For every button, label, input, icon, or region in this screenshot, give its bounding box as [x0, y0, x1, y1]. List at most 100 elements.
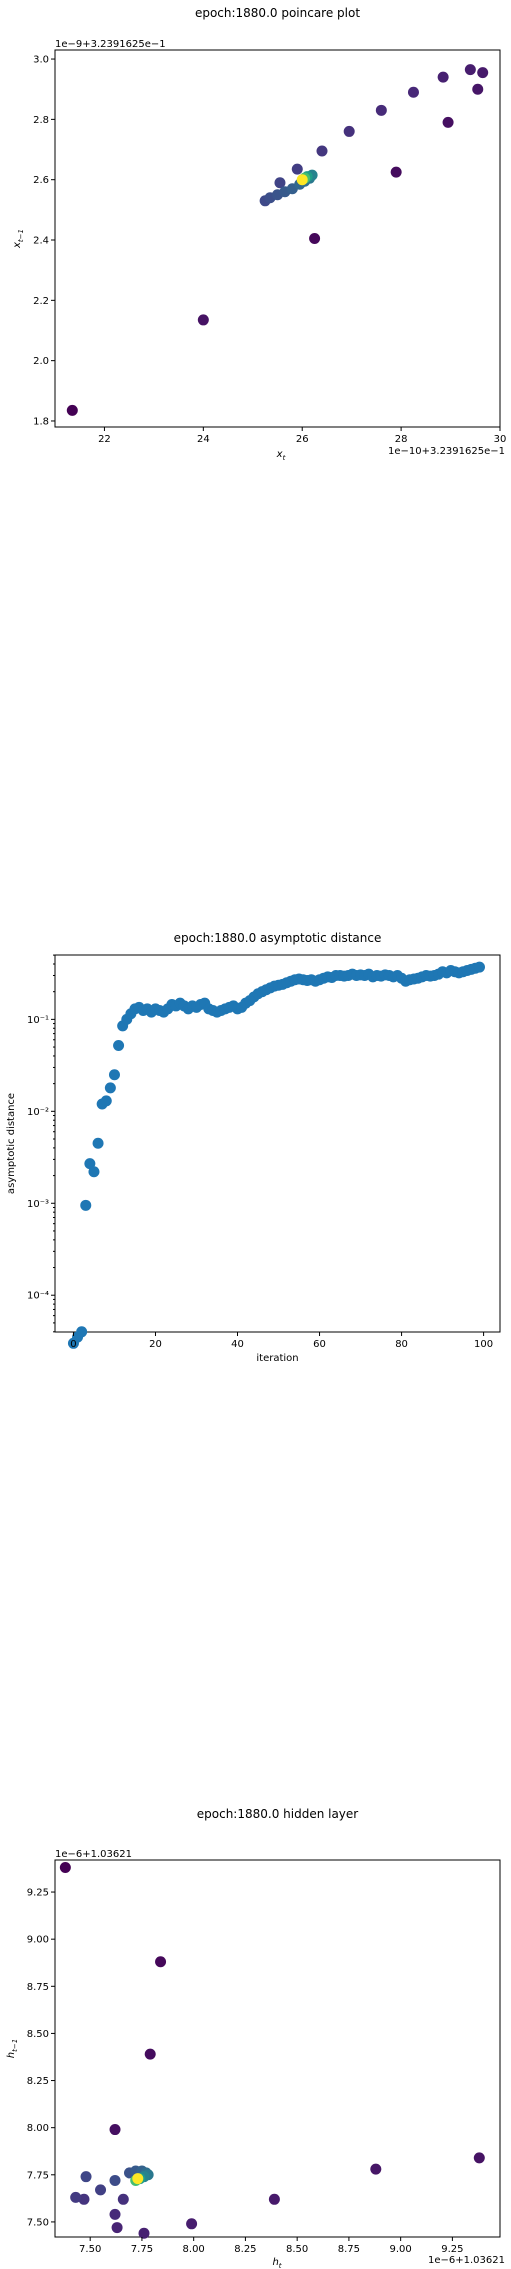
data-point	[59, 1862, 71, 1874]
data-point	[316, 145, 328, 157]
x-tick-label: 80	[395, 1339, 408, 1350]
data-point	[66, 404, 78, 416]
data-point	[88, 1166, 100, 1178]
x-tick-label: 26	[296, 434, 309, 445]
y-tick-label: 9.25	[27, 1888, 49, 1899]
data-point	[472, 83, 484, 95]
y-tick-label: 2.0	[33, 356, 49, 367]
data-point	[464, 64, 476, 76]
x-tick-label: 8.75	[338, 2244, 360, 2255]
data-point	[95, 2184, 107, 2196]
data-point	[92, 1137, 104, 1149]
y-offset-text: 1e−6+1.03621	[55, 1849, 132, 1860]
data-point	[109, 2174, 121, 2186]
x-tick-label: 20	[149, 1339, 162, 1350]
x-tick-label: 30	[494, 434, 507, 445]
y-axis-label: ht−1	[6, 2039, 19, 2058]
chart-title: epoch:1880.0 hidden layer	[197, 1807, 359, 1821]
y-axis-label: asymptotic distance	[6, 1093, 17, 1194]
data-point	[104, 1082, 116, 1094]
plot-frame	[54, 49, 501, 428]
data-point	[78, 2193, 90, 2205]
x-tick-label: 9.25	[441, 2244, 463, 2255]
y-tick-label: 2.2	[33, 296, 49, 307]
data-point	[437, 71, 449, 83]
chart-title: epoch:1880.0 asymptotic distance	[174, 931, 382, 945]
data-point	[296, 174, 308, 186]
poincare-chart: epoch:1880.0 poincare plot 1e−9+3.2391625…	[12, 6, 507, 462]
y-tick-label: 10⁻¹	[27, 1015, 49, 1026]
x-tick-label: 22	[98, 434, 111, 445]
data-point	[375, 104, 387, 116]
data-point	[291, 163, 303, 175]
x-tick-label: 7.75	[131, 2244, 153, 2255]
plot-frame	[54, 954, 501, 1333]
data-point	[70, 2191, 82, 2203]
data-point	[155, 1956, 167, 1968]
x-tick-label: 8.50	[286, 2244, 308, 2255]
x-tick-label: 9.00	[390, 2244, 412, 2255]
data-point	[477, 67, 489, 79]
y-tick-label: 3.0	[33, 55, 49, 66]
data-point	[473, 2152, 485, 2164]
data-point	[113, 1039, 125, 1051]
data-point	[442, 116, 454, 128]
y-tick-label: 8.25	[27, 2076, 49, 2087]
data-point	[84, 1158, 96, 1170]
x-tick-label: 100	[474, 1339, 493, 1350]
y-tick-label: 9.00	[27, 1935, 49, 1946]
data-point	[473, 961, 485, 973]
asymptotic-distance-chart: epoch:1880.0 asymptotic distance 0 20 40 60 8…	[6, 931, 501, 1364]
x-tick-label: 28	[395, 434, 408, 445]
y-tick-label: 2.8	[33, 115, 49, 126]
x-axis-label: iteration	[256, 1353, 298, 1364]
data-point	[268, 2193, 280, 2205]
data-point	[109, 2208, 121, 2220]
x-tick-label: 24	[197, 434, 210, 445]
y-axis-label: xt−1	[12, 229, 25, 249]
y-tick-label: 8.50	[27, 2029, 49, 2040]
data-point	[132, 2173, 144, 2185]
data-point	[109, 2124, 121, 2136]
chart-title: epoch:1880.0 poincare plot	[195, 6, 360, 20]
data-point	[407, 86, 419, 98]
data-point	[76, 1326, 88, 1338]
data-point	[108, 1069, 120, 1081]
y-tick-label: 10⁻²	[27, 1107, 49, 1118]
data-point	[117, 2193, 129, 2205]
plot-frame	[54, 1859, 501, 2238]
x-offset-text: 1e−10+3.2391625e−1	[388, 446, 505, 457]
data-point	[197, 314, 209, 326]
data-point	[274, 177, 286, 189]
x-axis-label: ht	[272, 2257, 281, 2269]
hidden-layer-chart: epoch:1880.0 hidden layer 1e−6+1.03621 7.5…	[6, 1807, 505, 2269]
x-tick-label: 0	[70, 1339, 76, 1350]
y-tick-label: 7.75	[27, 2170, 49, 2181]
data-point	[309, 233, 321, 244]
y-tick-label: 2.4	[33, 236, 49, 247]
data-point	[138, 2227, 150, 2239]
x-tick-label: 8.00	[183, 2244, 205, 2255]
y-tick-label: 8.00	[27, 2123, 49, 2134]
y-offset-text: 1e−9+3.2391625e−1	[55, 39, 166, 50]
x-tick-label: 40	[231, 1339, 244, 1350]
x-axis-label: xt	[276, 449, 286, 462]
x-offset-text: 1e−6+1.03621	[428, 2255, 505, 2266]
y-tick-label: 1.8	[33, 416, 49, 427]
x-tick-label: 7.50	[79, 2244, 101, 2255]
data-point	[100, 1095, 112, 1107]
data-point	[111, 2222, 123, 2234]
y-tick-label: 8.75	[27, 1982, 49, 1993]
data-point	[370, 2163, 382, 2175]
data-point	[390, 166, 402, 178]
data-point	[343, 125, 355, 137]
data-point	[144, 2048, 156, 2060]
data-point	[80, 1199, 92, 1211]
data-point	[186, 2218, 198, 2230]
y-tick-label: 10⁻⁴	[27, 1291, 49, 1302]
data-point	[80, 2171, 92, 2183]
x-tick-label: 8.25	[234, 2244, 256, 2255]
y-tick-label: 2.6	[33, 175, 49, 186]
y-tick-label: 10⁻³	[27, 1199, 49, 1210]
y-tick-label: 7.50	[27, 2217, 49, 2228]
